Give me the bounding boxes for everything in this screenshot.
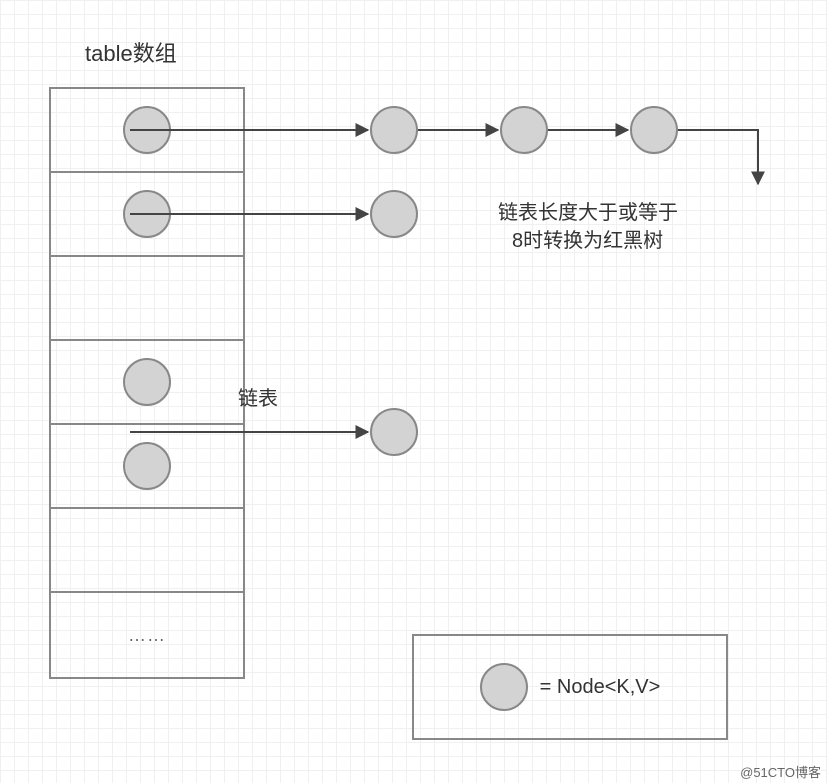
table-array: …… (49, 87, 245, 679)
threshold-label-line1: 链表长度大于或等于 (498, 196, 678, 225)
table-slot-0 (51, 89, 243, 173)
legend-box: = Node<K,V> (412, 634, 728, 740)
table-slot-2 (51, 257, 243, 341)
node-icon (123, 106, 171, 154)
legend-label: = Node<K,V> (540, 676, 661, 699)
watermark: @51CTO博客 (740, 762, 821, 781)
linked-list-label: 链表 (238, 382, 278, 411)
title: table数组 (85, 36, 177, 68)
node-icon (370, 408, 418, 456)
node-icon (123, 442, 171, 490)
table-slot-1 (51, 173, 243, 257)
node-icon (500, 106, 548, 154)
node-icon (123, 190, 171, 238)
table-slot-5 (51, 509, 243, 593)
node-icon (370, 106, 418, 154)
table-slot-3 (51, 341, 243, 425)
node-icon (630, 106, 678, 154)
table-slot-ellipsis: …… (51, 593, 243, 677)
node-icon (480, 663, 528, 711)
threshold-label-line2: 8时转换为红黑树 (512, 224, 663, 253)
node-icon (123, 358, 171, 406)
table-slot-4 (51, 425, 243, 509)
node-icon (370, 190, 418, 238)
